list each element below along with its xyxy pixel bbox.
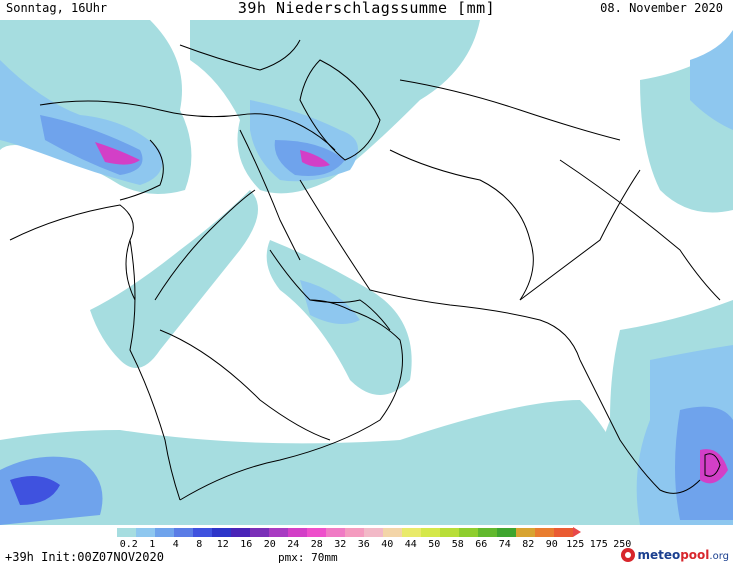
border-afghanistan [389,149,534,301]
legend-swatch [250,528,269,537]
precip-max: pmx: 70mm [278,551,338,564]
coastline-india-west [579,359,701,494]
map-title: 39h Niederschlagssumme [mm] [237,0,496,17]
legend-tick-label: 12 [216,539,229,550]
legend-swatch [478,528,497,537]
legend-tick-label: 58 [451,539,464,550]
legend-tick-label: 90 [545,539,558,550]
precip-area-mediterranean-peak [95,142,140,165]
legend-swatch [440,528,459,537]
precip-area-red-sea [90,190,258,368]
legend-tick-label: 82 [522,539,535,550]
legend-tick-label: 8 [196,539,203,550]
legend-tick-label: 50 [428,539,441,550]
precipitation-legend [117,528,573,537]
legend-swatch [174,528,193,537]
legend-swatch [269,528,288,537]
border-black-sea [179,39,301,71]
legend-tick-label: 66 [475,539,488,550]
legend-tick-label: 74 [498,539,511,550]
border-pakistan-india [519,169,641,301]
precipitation-map [0,20,733,525]
legend-tick-label: 16 [240,539,253,550]
legend-swatch [193,528,212,537]
precip-area-caspian-peak [300,150,330,167]
legend-tick-labels: 0.2 1 4 8 12 16 20 24 28 32 36 40 44 50 58 66 74 82 90 125 1… [110,539,640,551]
coastline-sri-lanka [704,453,721,477]
coastline-iran [299,179,581,361]
legend-tick-label: 0.2 [119,539,138,550]
legend-swatch [402,528,421,537]
legend-tick-label: 36 [357,539,370,550]
legend-tick-label: 1 [149,539,156,550]
coastline-levant [119,139,164,201]
coastline-red-sea-east [154,189,256,301]
logo-text: meteopool.org [637,548,729,562]
border-saudi [159,329,331,441]
legend-swatch [136,528,155,537]
border-central-asia [399,79,621,141]
legend-tick-label: 28 [310,539,323,550]
legend-swatch [231,528,250,537]
legend-swatch [117,528,136,537]
legend-swatch [554,528,573,537]
legend-swatch [516,528,535,537]
legend-tick-label: 4 [172,539,179,550]
legend-tick-label: 32 [334,539,347,550]
legend-swatch [212,528,231,537]
forecast-date: 08. November 2020 [600,1,723,15]
legend-swatch [421,528,440,537]
legend-swatch [364,528,383,537]
legend-swatch [345,528,364,537]
logo-mark-icon [621,548,636,562]
legend-arrow-icon [573,527,581,537]
footer: 0.2 1 4 8 12 16 20 24 28 32 36 40 44 50 58 66 74 82 90 125 1… [0,526,733,566]
precip-area-srilanka-peak [700,449,728,484]
borders [9,39,721,501]
legend-swatch [326,528,345,537]
forecast-valid-time: Sonntag, 16Uhr [6,1,108,15]
header: Sonntag, 16Uhr 39h Niederschlagssumme [m… [0,0,733,20]
legend-swatch [535,528,554,537]
legend-tick-label: 250 [613,539,632,550]
coastline-turkey [39,100,336,151]
legend-tick-label: 175 [589,539,608,550]
legend-swatch [383,528,402,537]
border-india-north [559,159,721,301]
legend-tick-label: 44 [404,539,417,550]
legend-swatch [307,528,326,537]
meteopool-logo: meteopool.org [621,546,729,564]
precip-area-arabian-sea [0,400,733,525]
coastline-egypt [9,204,136,301]
init-time: +39h Init:00Z07NOV2020 [5,550,164,564]
coastline-arabia [179,299,403,501]
precip-area-somalia-peak [10,476,60,505]
legend-tick-label: 40 [381,539,394,550]
precip-area-northeast-medium [690,30,733,130]
legend-swatch [288,528,307,537]
coastline-persian-gulf [269,249,391,331]
border-caspian [299,59,381,161]
legend-tick-label: 20 [263,539,276,550]
legend-tick-label: 125 [566,539,585,550]
legend-swatch [459,528,478,537]
legend-tick-label: 24 [287,539,300,550]
legend-swatch [155,528,174,537]
coastline-red-sea-west [129,239,181,501]
border-iraq-iran [239,129,301,261]
precipitation-field [0,20,733,525]
legend-swatch [497,528,516,537]
